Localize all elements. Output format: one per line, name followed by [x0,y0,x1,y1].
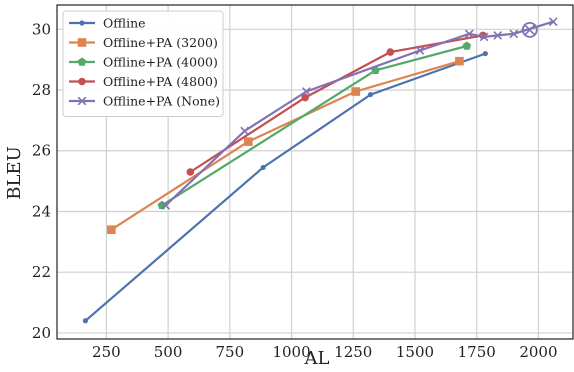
highlighted-point [521,21,538,38]
plot-frame [56,4,574,340]
data-point-marker [386,48,395,56]
legend-label: Offline+PA (4000) [103,54,218,69]
data-point-marker [79,20,85,26]
x-marker-stroke [509,29,519,39]
tick-labels: 250 500 750 1000 1250 1500 1750 2000 20 22 24 26 28 3… [32,20,558,361]
data-point-marker [455,56,464,66]
highlight-ring [521,21,538,38]
data-point-marker [524,24,535,35]
legend-label: Offline+PA (3200) [103,35,218,50]
y-tick-label: 24 [32,202,51,220]
y-tick-label: 28 [32,81,51,99]
data-point-marker [82,318,88,324]
x-tick-label: 750 [216,343,245,361]
series-layer [82,17,558,324]
x-tick-label: 250 [92,343,121,361]
data-point-marker [78,77,86,86]
data-point-marker [260,164,266,171]
data-point-marker [301,87,311,96]
data-point-marker [161,201,170,210]
series-line [84,52,486,322]
data-point-marker [415,46,425,55]
data-point-marker [464,29,474,39]
x-marker-stroke [415,46,425,55]
legend-item: Offline [69,15,146,30]
legend: Offline Offline+PA (3200) Offline+PA (4000… [62,10,224,117]
x-marker-stroke [493,30,503,40]
legend-label: Offline [103,15,146,30]
x-marker-stroke [301,87,311,96]
data-point-marker [479,32,489,42]
data-point-marker [367,91,374,98]
data-point-marker [77,57,87,66]
data-point-marker [240,126,250,136]
data-point-marker [77,96,87,106]
legend-item: Offline+PA (None) [69,93,220,108]
x-marker-stroke [161,201,170,210]
x-axis-title: AL [304,348,330,369]
x-marker-stroke [240,126,250,136]
y-tick-label: 22 [32,263,51,281]
x-tick-label: 1000 [272,343,310,361]
data-point-marker [107,225,116,234]
y-axis-title: BLEU [4,146,25,200]
series-line [164,20,554,207]
annotation-layer [521,21,538,38]
data-point-marker [462,41,472,50]
series-offline-pa-4000 [157,41,472,210]
x-tick-label: 500 [154,343,183,361]
series-offline [82,50,488,324]
x-tick-label: 2000 [519,343,557,361]
x-tick-label: 1500 [396,343,434,361]
x-marker-stroke [548,17,558,27]
x-marker-stroke [479,32,489,42]
data-point-marker [548,17,558,27]
data-point-marker [77,38,87,47]
x-marker-stroke [524,24,535,35]
series-offline-pa-none [161,17,558,210]
y-tick-label: 30 [32,20,51,38]
legend-label: Offline+PA (None) [103,93,220,108]
legend-item: Offline+PA (3200) [69,35,218,50]
x-tick-label: 1750 [458,343,496,361]
plot-border [56,4,574,340]
legend-item: Offline+PA (4800) [69,74,218,89]
x-marker-stroke [77,96,87,106]
y-tick-label: 20 [32,324,51,342]
legend-box [62,10,224,117]
data-point-marker [186,168,195,176]
data-point-marker [493,30,503,40]
data-point-marker [482,50,488,57]
x-tick-label: 1250 [334,343,372,361]
legend-item: Offline+PA (4000) [69,54,218,69]
legend-label: Offline+PA (4800) [103,74,218,89]
x-marker-stroke [464,29,474,39]
data-point-marker [244,137,253,146]
data-point-marker [351,87,361,96]
data-point-marker [509,29,519,39]
y-tick-label: 26 [32,142,51,160]
